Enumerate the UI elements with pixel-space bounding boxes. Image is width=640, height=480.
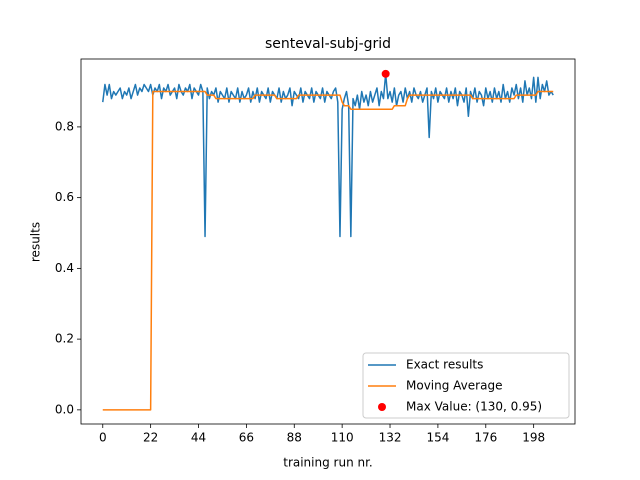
chart-title: senteval-subj-grid <box>265 36 391 52</box>
legend-box <box>362 352 570 419</box>
x-tick-label: 176 <box>474 431 497 445</box>
legend-label: Moving Average <box>406 379 502 393</box>
legend-label: Max Value: (130, 0.95) <box>406 400 542 414</box>
legend-label: Exact results <box>406 358 483 372</box>
x-tick-label: 66 <box>239 431 254 445</box>
legend: Exact results Moving Average Max Value: (1… <box>362 352 570 419</box>
max-marker <box>381 69 390 78</box>
y-tick-label: 0.4 <box>55 261 74 275</box>
x-tick-label: 132 <box>379 431 402 445</box>
y-tick-label: 0.0 <box>55 402 74 416</box>
x-tick-label: 22 <box>143 431 158 445</box>
x-axis-label: training run nr. <box>283 456 373 470</box>
y-tick-label: 0.2 <box>55 332 74 346</box>
y-tick-label: 0.6 <box>55 190 74 204</box>
axes-frame <box>80 58 576 425</box>
y-axis-label: results <box>29 222 43 262</box>
series-line <box>102 90 554 411</box>
x-tick-label: 110 <box>331 431 354 445</box>
legend-swatch <box>378 403 386 411</box>
plot-area: 0 22 44 66 88 110 132 154 176 198 0.0 0.2 0.4 0.6 0.8 <box>55 69 554 445</box>
x-tick-label: 198 <box>522 431 545 445</box>
x-tick-label: 88 <box>287 431 302 445</box>
x-tick-label: 154 <box>426 431 449 445</box>
x-tick-label: 44 <box>191 431 206 445</box>
x-tick-label: 0 <box>99 431 107 445</box>
y-tick-label: 0.8 <box>55 119 74 133</box>
